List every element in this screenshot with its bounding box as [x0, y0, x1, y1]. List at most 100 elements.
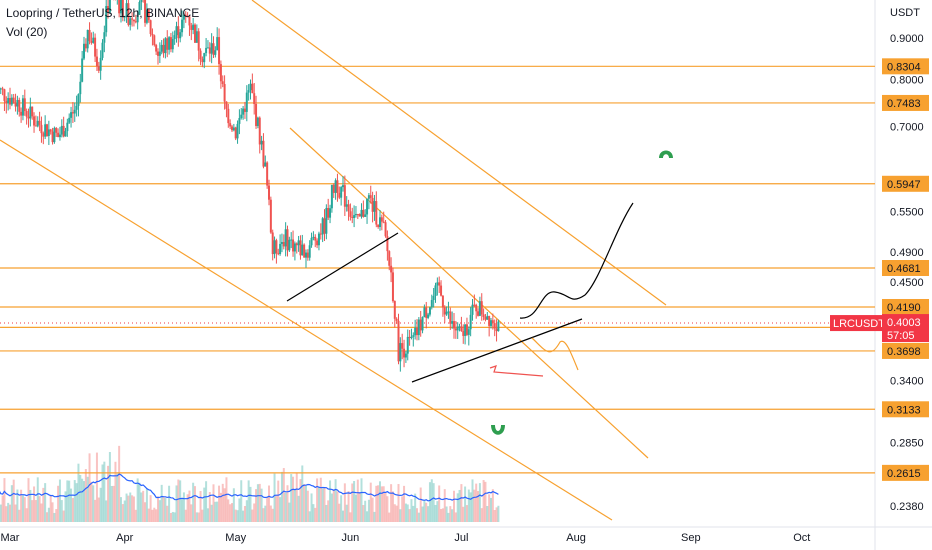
level-tag-label: 0.7483: [887, 98, 921, 110]
volume-bar: [205, 481, 208, 522]
candle-body: [375, 201, 378, 225]
candle-body: [292, 239, 295, 252]
volume-bar: [140, 492, 143, 522]
level-tag-label: 0.5947: [887, 179, 921, 191]
volume-bar: [90, 481, 93, 522]
candle-body: [317, 233, 320, 246]
volume-bar: [408, 509, 411, 522]
volume-bar: [441, 508, 444, 522]
candle-body: [345, 204, 348, 207]
candle-body: [232, 127, 235, 131]
candle-body: [175, 26, 178, 36]
candle-body: [404, 353, 407, 358]
candle-body: [301, 244, 304, 256]
volume-bar: [343, 483, 346, 522]
volume-bar: [97, 497, 100, 522]
volume-bar: [219, 492, 222, 522]
volume-bar: [164, 497, 167, 522]
candle-body: [256, 117, 259, 126]
volume-bar: [142, 490, 145, 522]
volume-bar: [134, 509, 137, 522]
volume-bar: [277, 480, 280, 522]
volume-bar: [68, 480, 71, 522]
volume-bar: [71, 498, 74, 522]
candle-body: [164, 38, 167, 54]
volume-bar: [168, 485, 171, 522]
candle-body: [136, 14, 139, 23]
level-tag: [882, 94, 929, 111]
volume-ma-line: [0, 473, 499, 502]
candle-body: [57, 132, 60, 138]
volume-bar: [371, 497, 374, 522]
volume-bar: [229, 504, 232, 522]
candle-body: [12, 97, 15, 103]
volume-indicator-label[interactable]: Vol (20): [6, 25, 48, 39]
candle-body: [138, 2, 141, 15]
volume-bar: [414, 493, 417, 522]
volume-bar: [312, 504, 315, 522]
volume-bar: [14, 504, 17, 522]
candle-body: [453, 321, 455, 329]
candle-body: [447, 311, 450, 313]
candle-body: [475, 304, 478, 312]
volume-bar: [377, 485, 380, 522]
candle-body: [473, 304, 476, 306]
volume-bar: [94, 499, 97, 522]
volume-bar: [75, 483, 78, 522]
y-tick-label: 0.8000: [890, 74, 924, 86]
level-tag-label: 0.4190: [887, 302, 921, 314]
candle-body: [273, 240, 276, 255]
candle-body: [282, 241, 285, 247]
volume-bar: [342, 510, 344, 522]
candle-body: [484, 316, 487, 320]
candle-body: [280, 241, 283, 244]
volume-bar: [423, 500, 426, 522]
candle-body: [9, 98, 11, 105]
volume-bar: [225, 477, 228, 522]
volume-bar: [290, 474, 293, 522]
candle-body: [373, 201, 376, 212]
candle-body: [201, 59, 204, 63]
volume-bar: [199, 491, 202, 522]
volume-bar: [325, 504, 328, 522]
volume-bar: [108, 452, 111, 522]
candle-body: [330, 184, 333, 209]
volume-bar: [447, 512, 450, 522]
volume-bar: [465, 505, 468, 522]
y-tick-label: 0.5500: [890, 206, 924, 218]
candle-body: [62, 125, 65, 137]
candle-body: [194, 24, 196, 43]
volume-bar: [384, 492, 387, 522]
candle-body: [419, 319, 422, 331]
support-trendline: [286, 232, 399, 302]
volume-bar: [480, 508, 483, 522]
volume-bar: [316, 478, 319, 522]
volume-bar: [166, 505, 169, 522]
volume-bar: [327, 500, 330, 522]
candle-body: [83, 43, 85, 59]
candle-body: [38, 120, 41, 125]
volume-bar: [454, 512, 457, 522]
volume-bar: [397, 484, 400, 522]
volume-bar: [21, 495, 24, 522]
volume-bar: [288, 502, 291, 522]
candle-body: [44, 124, 47, 137]
volume-bar: [303, 484, 306, 522]
volume-bar: [354, 494, 357, 522]
volume-bar: [181, 499, 184, 522]
volume-bar: [478, 483, 481, 522]
volume-bar: [64, 491, 67, 522]
volume-bar: [434, 504, 437, 522]
candle-body: [480, 301, 483, 315]
candle-body: [236, 123, 239, 139]
level-tag-label: 0.8304: [887, 61, 921, 73]
rising-support-line: [411, 318, 583, 383]
volume-bar: [310, 493, 313, 522]
volume-bar: [495, 507, 498, 522]
candle-body: [425, 307, 428, 318]
candle-body: [205, 47, 208, 54]
volume-bar: [194, 486, 196, 522]
candle-body: [488, 316, 491, 326]
volume-bar: [323, 486, 326, 522]
